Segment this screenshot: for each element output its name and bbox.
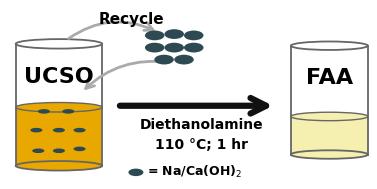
Text: UCSO: UCSO (24, 67, 94, 87)
Ellipse shape (129, 169, 143, 176)
Ellipse shape (74, 147, 86, 151)
Ellipse shape (291, 112, 368, 121)
Ellipse shape (184, 43, 204, 53)
Ellipse shape (154, 55, 174, 64)
Ellipse shape (145, 31, 164, 40)
Ellipse shape (16, 102, 102, 112)
Ellipse shape (174, 55, 194, 64)
Polygon shape (16, 107, 102, 166)
Text: Diethanolamine: Diethanolamine (140, 118, 264, 132)
Ellipse shape (53, 128, 65, 132)
Polygon shape (291, 46, 368, 155)
Ellipse shape (291, 42, 368, 50)
Text: Recycle: Recycle (98, 12, 164, 27)
Ellipse shape (184, 31, 204, 40)
Ellipse shape (16, 161, 102, 170)
Polygon shape (16, 44, 102, 166)
Polygon shape (291, 116, 368, 155)
Ellipse shape (164, 43, 184, 53)
Ellipse shape (30, 128, 43, 132)
Text: = Na/Ca(OH)$_2$: = Na/Ca(OH)$_2$ (147, 164, 242, 180)
Text: FAA: FAA (306, 68, 353, 88)
Ellipse shape (62, 109, 74, 114)
Ellipse shape (16, 39, 102, 49)
Ellipse shape (74, 128, 86, 132)
Text: 110 °C; 1 hr: 110 °C; 1 hr (155, 138, 248, 152)
Ellipse shape (145, 43, 164, 53)
Ellipse shape (164, 29, 184, 39)
Ellipse shape (32, 149, 44, 153)
Ellipse shape (291, 150, 368, 159)
Ellipse shape (53, 149, 65, 153)
Ellipse shape (38, 109, 50, 114)
